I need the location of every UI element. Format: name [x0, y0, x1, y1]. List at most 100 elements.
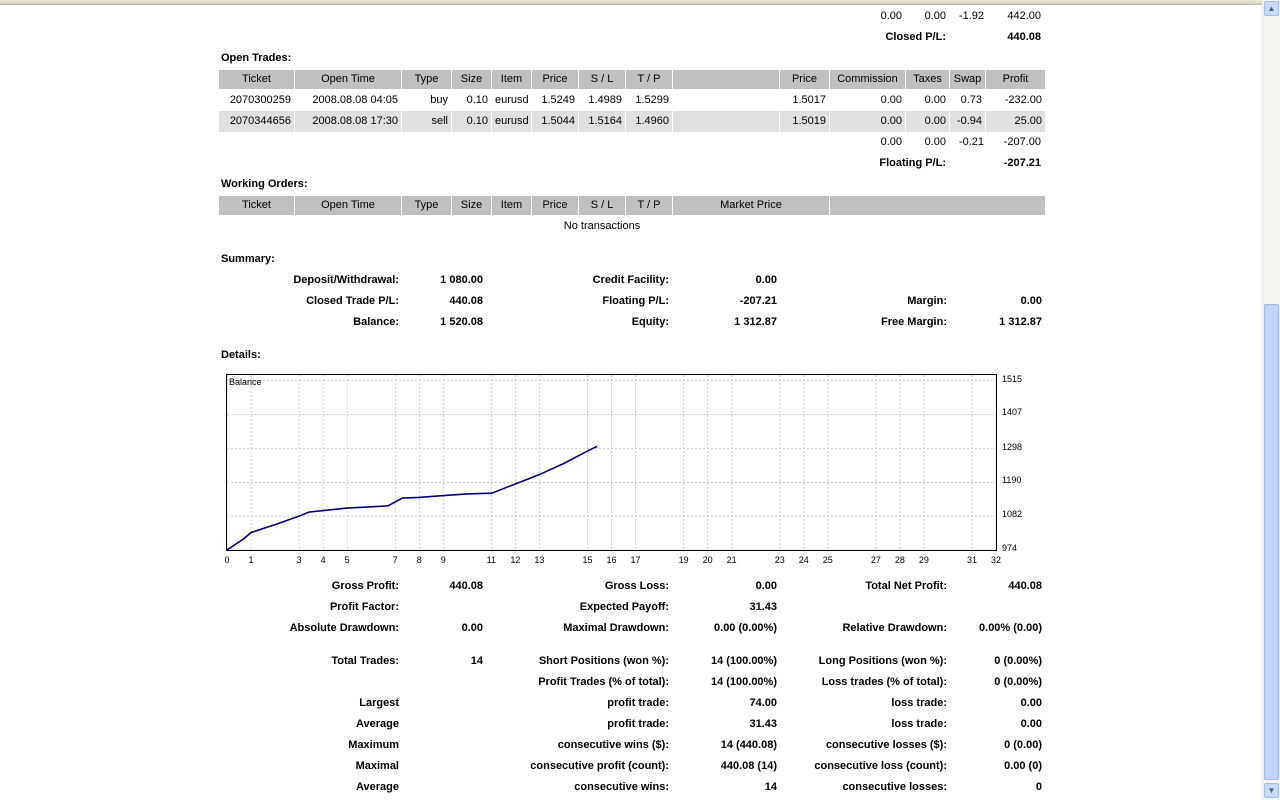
- stat-value: 14: [470, 655, 483, 667]
- x-tick-label: 25: [822, 555, 833, 565]
- stat-value: 31.43: [749, 601, 777, 613]
- summary-title: Summary:: [221, 253, 275, 265]
- col-ticket: Ticket: [219, 70, 295, 89]
- commission-cell: 0.00: [830, 111, 906, 132]
- tp-cell: 1.5299: [626, 90, 673, 111]
- scroll-down-button[interactable]: ▼: [1264, 783, 1279, 798]
- stat-label: Relative Drawdown:: [842, 622, 947, 634]
- x-tick-label: 5: [344, 555, 350, 565]
- type-cell: sell: [402, 111, 452, 132]
- summary-value: 1 520.08: [440, 316, 483, 328]
- balance-line: [227, 445, 598, 550]
- col-current-price: Price: [780, 70, 830, 89]
- stat-label: profit trade:: [607, 697, 669, 709]
- summary-label: Balance:: [353, 316, 399, 328]
- sl-cell: 1.4989: [579, 90, 626, 111]
- stat-label: consecutive wins ($):: [557, 739, 669, 751]
- item-cell: eurusd: [492, 111, 532, 132]
- open-time-cell: 2008.08.08 04:05: [295, 90, 402, 111]
- floating-pl-value: -207.21: [1003, 157, 1041, 169]
- stat-label: loss trade:: [891, 697, 947, 709]
- swap-cell: -0.94: [950, 111, 986, 132]
- col-type: Type: [402, 196, 452, 215]
- current-price-cell: 1.5019: [780, 111, 830, 132]
- stat-label: Average: [355, 781, 399, 793]
- stat-label: consecutive losses ($):: [825, 739, 947, 751]
- table-row: 2070300259 2008.08.08 04:05 buy 0.10 eur…: [219, 90, 1045, 111]
- summary-value: -207.21: [739, 295, 777, 307]
- stat-label: Gross Profit:: [331, 580, 399, 592]
- summary-label: Free Margin:: [880, 316, 947, 328]
- x-tick-label: 31: [966, 555, 977, 565]
- stat-label: Long Positions (won %):: [818, 655, 947, 667]
- x-tick-label: 17: [630, 555, 641, 565]
- stat-label: Absolute Drawdown:: [289, 622, 399, 634]
- stat-value: 0: [1035, 781, 1042, 793]
- stat-value: 0 (0.00): [1004, 739, 1042, 751]
- stat-label: Profit Factor:: [329, 601, 399, 613]
- chart-legend: Balance: [229, 377, 262, 387]
- summary-value: 1 080.00: [440, 274, 483, 286]
- col-open-time: Open Time: [295, 196, 402, 215]
- col-swap: Swap: [950, 70, 986, 89]
- stat-label: profit trade:: [607, 718, 669, 730]
- col-blank: [673, 70, 780, 89]
- stat-value: 14 (100.00%): [710, 655, 777, 667]
- scroll-thumb[interactable]: [1264, 304, 1279, 780]
- item-cell: eurusd: [492, 90, 532, 111]
- stat-value: 0.00 (0): [1004, 760, 1042, 772]
- size-cell: 0.10: [452, 90, 492, 111]
- scroll-up-button[interactable]: ▲: [1264, 1, 1279, 16]
- col-profit: Profit: [1002, 73, 1029, 85]
- profit-cell: 25.00: [1014, 115, 1042, 127]
- stat-label: Average: [355, 718, 399, 730]
- open-taxes-total: 0.00: [924, 136, 946, 148]
- summary-label: Equity:: [631, 316, 669, 328]
- x-tick-label: 8: [416, 555, 422, 565]
- stat-value: 14 (100.00%): [710, 676, 777, 688]
- commission-cell: 0.00: [830, 90, 906, 111]
- y-tick-label: 1407: [1002, 407, 1023, 418]
- stat-label: consecutive losses:: [842, 781, 947, 793]
- col-type: Type: [402, 70, 452, 89]
- open-commission-total: 0.00: [880, 136, 902, 148]
- stat-label: Loss trades (% of total):: [821, 676, 947, 688]
- stat-value: 0.00 (0.00%): [714, 622, 777, 634]
- stat-label: Short Positions (won %):: [538, 655, 669, 667]
- stat-value: 14: [764, 781, 777, 793]
- x-tick-label: 20: [702, 555, 713, 565]
- summary-label: Closed Trade P/L:: [306, 295, 399, 307]
- x-tick-label: 13: [534, 555, 545, 565]
- x-tick-label: 19: [678, 555, 689, 565]
- x-tick-label: 16: [606, 555, 617, 565]
- x-tick-label: 28: [894, 555, 905, 565]
- current-price-cell: 1.5017: [780, 90, 830, 111]
- vertical-scrollbar[interactable]: ▲ ▼: [1262, 0, 1280, 800]
- stat-value: 0.00: [461, 622, 483, 634]
- stat-label: consecutive profit (count):: [530, 760, 669, 772]
- x-tick-label: 4: [320, 555, 326, 565]
- price-cell: 1.5044: [532, 111, 579, 132]
- stat-value: 0 (0.00%): [994, 676, 1042, 688]
- col-item: Item: [492, 196, 532, 215]
- col-size: Size: [452, 70, 492, 89]
- swap-cell: 0.73: [950, 90, 986, 111]
- summary-label: Deposit/Withdrawal:: [293, 274, 399, 286]
- col-taxes: Taxes: [906, 70, 950, 89]
- stat-label: loss trade:: [891, 718, 947, 730]
- open-trades-title: Open Trades:: [221, 52, 292, 64]
- stat-value: 0 (0.00%): [994, 655, 1042, 667]
- stat-value: 0.00: [755, 580, 777, 592]
- closed-swap-total: -1.92: [958, 10, 984, 22]
- stat-label: Maximal: [355, 760, 399, 772]
- stat-label: Profit Trades (% of total):: [538, 676, 669, 688]
- sl-cell: 1.5164: [579, 111, 626, 132]
- stat-label: Total Trades:: [331, 655, 399, 667]
- stat-label: Gross Loss:: [604, 580, 669, 592]
- stat-value: 0.00% (0.00): [979, 622, 1042, 634]
- summary-label: Credit Facility:: [592, 274, 669, 286]
- blank-cell: [673, 90, 780, 111]
- no-transactions-text: No transactions: [563, 220, 641, 232]
- x-tick-label: 29: [918, 555, 929, 565]
